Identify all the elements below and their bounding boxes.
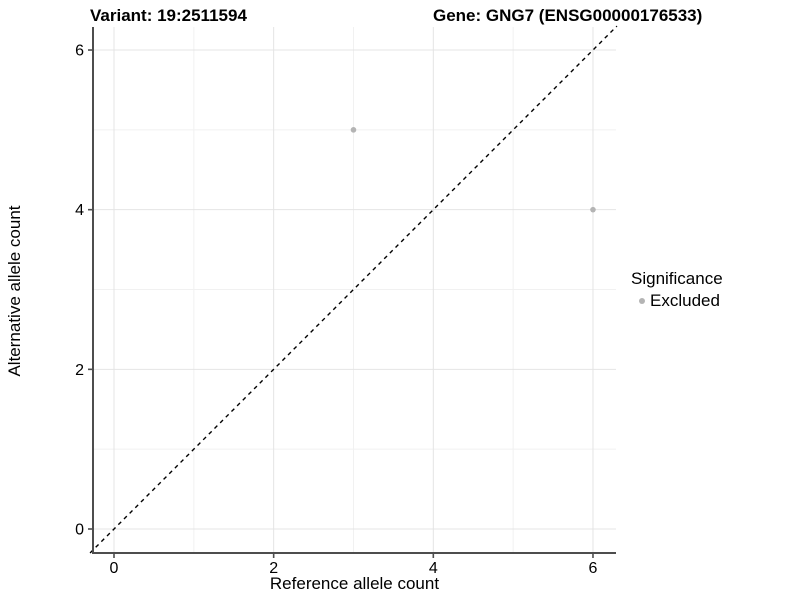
data-point xyxy=(350,127,357,133)
plot-title-gene: Gene: GNG7 (ENSG00000176533) xyxy=(433,6,703,25)
x-tick-label: 2 xyxy=(269,560,278,577)
y-tick-label: 2 xyxy=(75,362,84,379)
x-tick-label: 6 xyxy=(589,560,598,577)
legend-marker-circle-icon xyxy=(639,298,645,304)
y-tick-label: 4 xyxy=(75,202,84,219)
legend-entry: Excluded xyxy=(631,291,723,311)
y-axis-title: Alternative allele count xyxy=(5,205,24,377)
x-tick-label: 0 xyxy=(110,560,119,577)
x-tick-label: 4 xyxy=(429,560,438,577)
legend: Significance Excluded xyxy=(631,269,723,311)
data-point xyxy=(590,206,596,213)
legend-entry-label: Excluded xyxy=(650,291,720,310)
plot-title-variant: Variant: 19:2511594 xyxy=(90,6,247,25)
legend-title: Significance xyxy=(631,269,723,288)
x-axis-title: Reference allele count xyxy=(269,574,440,593)
y-tick-label: 0 xyxy=(75,522,84,539)
y-tick-label: 6 xyxy=(75,43,84,60)
